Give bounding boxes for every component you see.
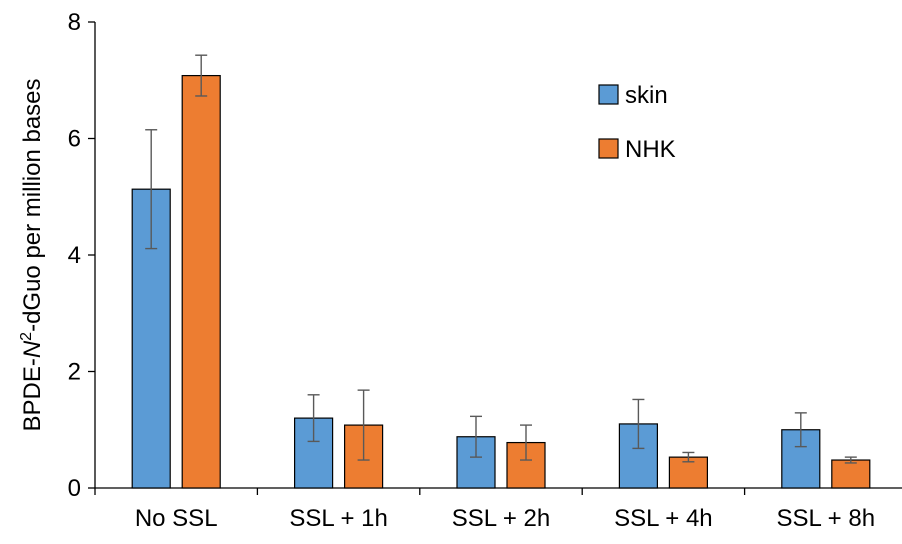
legend-swatch-nhk — [598, 138, 619, 159]
bar-nhk — [181, 74, 221, 489]
y-axis-label-italic: N — [19, 340, 46, 358]
axes — [88, 21, 902, 495]
y-tick-label: 0 — [68, 475, 81, 502]
y-axis-label: BPDE-N2-dGuo per million bases — [18, 78, 46, 431]
legend-swatch-skin — [598, 84, 619, 105]
category-label: SSL + 8h — [777, 505, 876, 532]
category-labels: No SSL SSL + 1h SSL + 2h SSL + 4h SSL + 8h — [135, 505, 875, 532]
y-tick-label: 6 — [68, 126, 81, 153]
y-tick-labels: 0 2 4 6 8 — [68, 9, 81, 502]
y-axis-label-suffix: -dGuo per million bases — [19, 78, 46, 331]
y-tick-label: 4 — [68, 242, 81, 269]
error-bars — [145, 54, 857, 464]
bar-nhk — [831, 459, 871, 489]
category-label: No SSL — [135, 505, 218, 532]
bars — [131, 74, 871, 489]
y-tick-label: 8 — [68, 9, 81, 36]
y-axis-label-prefix: BPDE- — [19, 358, 46, 431]
category-label: SSL + 1h — [289, 505, 388, 532]
category-label: SSL + 2h — [452, 505, 551, 532]
y-axis-label-sup: 2 — [18, 332, 35, 341]
legend-label-skin: skin — [625, 82, 668, 109]
y-tick-label: 2 — [68, 359, 81, 386]
legend: skin NHK — [598, 82, 676, 163]
category-label: SSL + 4h — [614, 505, 713, 532]
legend-label-nhk: NHK — [625, 136, 676, 163]
